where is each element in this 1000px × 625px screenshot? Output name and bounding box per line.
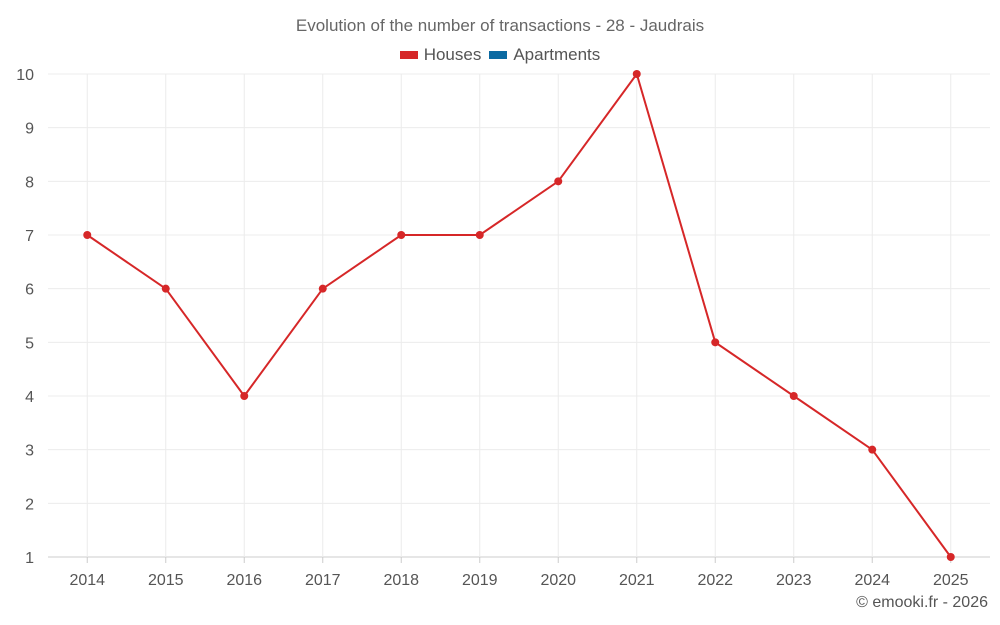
- legend-swatch-apartments: [489, 51, 508, 59]
- y-tick-label: 1: [25, 550, 34, 567]
- data-point-houses-2019[interactable]: [475, 231, 484, 239]
- data-point-houses-2017[interactable]: [318, 284, 327, 293]
- data-point-houses-2021[interactable]: [632, 70, 641, 78]
- y-tick-label: 7: [25, 228, 34, 245]
- y-tick-label: 6: [25, 282, 34, 299]
- x-tick-label: 2020: [540, 572, 576, 589]
- y-tick-label: 8: [25, 174, 34, 191]
- x-tick-label: 2025: [933, 572, 969, 589]
- legend-label-apartments: Apartments: [513, 45, 601, 64]
- data-point-houses-2015[interactable]: [161, 284, 170, 293]
- data-point-houses-2025[interactable]: [946, 553, 955, 561]
- y-tick-label: 5: [25, 335, 34, 352]
- legend: Houses Apartments: [0, 45, 1000, 65]
- data-point-houses-2023[interactable]: [789, 392, 798, 400]
- data-point-houses-2016[interactable]: [240, 392, 249, 400]
- credit-text: © emooki.fr - 2026: [856, 594, 988, 611]
- y-tick-label: 2: [25, 496, 34, 513]
- data-point-houses-2024[interactable]: [868, 445, 877, 454]
- x-tick-label: 2023: [776, 572, 812, 589]
- series-line-houses: [86, 71, 952, 558]
- y-tick-label: 4: [25, 389, 34, 406]
- data-point-houses-2020[interactable]: [554, 177, 563, 186]
- data-point-houses-2018[interactable]: [397, 231, 406, 239]
- y-tick-label: 10: [16, 67, 34, 84]
- x-tick-label: 2015: [148, 572, 184, 589]
- legend-label-houses: Houses: [423, 45, 482, 64]
- data-point-houses-2014[interactable]: [83, 231, 92, 239]
- x-tick-label: 2022: [697, 572, 733, 589]
- x-tick-label: 2021: [619, 572, 655, 589]
- x-tick-label: 2014: [69, 572, 105, 589]
- y-tick-label: 9: [25, 121, 34, 138]
- y-tick-label: 3: [25, 443, 34, 460]
- x-tick-label: 2019: [462, 572, 498, 589]
- legend-swatch-houses: [399, 51, 418, 59]
- x-tick-label: 2024: [854, 572, 890, 589]
- x-tick-label: 2018: [383, 572, 419, 589]
- x-tick-label: 2016: [226, 572, 262, 589]
- chart-title: Evolution of the number of transactions …: [295, 16, 705, 35]
- legend-item-houses[interactable]: Houses: [399, 45, 482, 65]
- data-point-houses-2022[interactable]: [711, 338, 720, 347]
- legend-item-apartments[interactable]: Apartments: [489, 45, 600, 65]
- x-tick-label: 2017: [305, 572, 341, 589]
